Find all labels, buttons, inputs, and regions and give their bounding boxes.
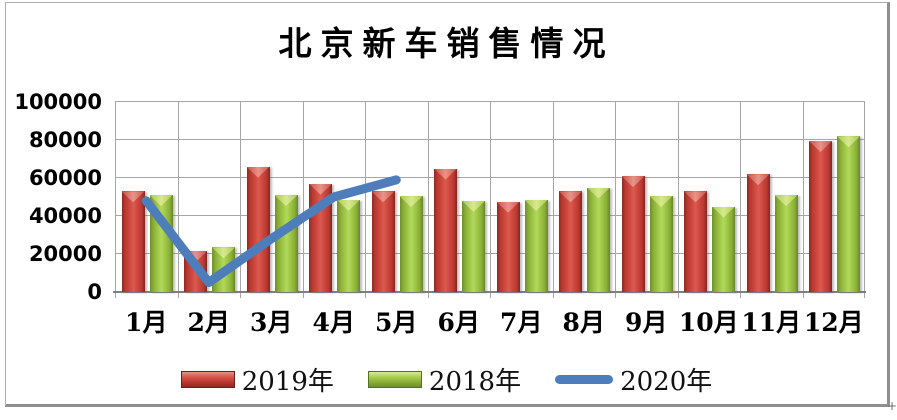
legend-item-2018年: 2018年: [367, 361, 522, 398]
y-tick-label-100000: 100000: [14, 90, 102, 114]
legend: 2019年 2018年 2020年: [6, 361, 887, 398]
x-label-5月: 5月: [375, 308, 418, 337]
bar-2018年-11月: [774, 195, 798, 292]
gridline-horizontal: [115, 101, 865, 102]
gridline-vertical: [177, 102, 179, 298]
x-label-4月: 4月: [312, 308, 355, 337]
x-label-1月: 1月: [125, 308, 168, 337]
bar-2019年-9月: [621, 176, 645, 292]
y-tick-label-80000: 80000: [28, 128, 102, 152]
resize-handle-icon[interactable]: +: [887, 399, 897, 413]
y-axis: 0 20000 40000 60000 80000 100000: [6, 90, 102, 304]
bar-2018年-7月: [524, 199, 548, 292]
sales-line: [141, 175, 401, 287]
gridline-vertical: [115, 102, 116, 298]
gridline-vertical: [864, 102, 865, 298]
bar-2018年-8月: [587, 187, 610, 292]
legend-label-2020年: 2020年: [620, 367, 713, 397]
plot-area: [113, 101, 866, 298]
gridline-vertical: [552, 102, 554, 298]
bar-2018年-9月: [649, 196, 673, 292]
bar-2018年-4月: [337, 199, 360, 292]
x-axis-line: [113, 291, 866, 293]
bar-2019年-8月: [559, 191, 582, 292]
legend-swatch-2019年: [180, 371, 235, 388]
bar-2019年-10月: [684, 191, 707, 292]
x-label-7月: 7月: [500, 308, 543, 337]
gridline-vertical: [802, 102, 804, 298]
gridline-vertical: [677, 102, 679, 298]
legend-label-2019年: 2019年: [241, 367, 334, 397]
bar-2019年-1月: [121, 191, 145, 292]
gridline-vertical: [615, 102, 616, 298]
chart-object-frame[interactable]: 北京新车销售情况 0 20000 40000 60000 80000 100000 1月 2…: [5, 2, 890, 407]
x-label-3月: 3月: [250, 308, 293, 337]
chart-title: 北京新车销售情况: [278, 24, 615, 63]
bar-2019年-6月: [434, 168, 457, 292]
bar-2019年-12月: [809, 140, 832, 292]
x-label-12月: 12月: [803, 308, 864, 337]
bar-2018年-5月: [399, 196, 423, 292]
bar-2018年-3月: [274, 195, 298, 292]
gridline-horizontal: [115, 177, 865, 178]
gridline-vertical: [490, 102, 491, 298]
legend-swatch-2018年: [367, 371, 422, 388]
y-tick-label-40000: 40000: [28, 204, 102, 228]
y-tick-label-60000: 60000: [28, 166, 102, 190]
gridline-vertical: [240, 102, 241, 298]
bar-2019年-3月: [246, 166, 270, 292]
line-series-2020年: [141, 175, 401, 287]
x-label-9月: 9月: [625, 308, 668, 337]
legend-item-2020年: 2020年: [555, 361, 712, 398]
x-label-11月: 11月: [741, 308, 802, 337]
bar-2019年-5月: [371, 191, 395, 292]
bar-2019年-11月: [746, 174, 770, 292]
legend-label-2018年: 2018年: [428, 367, 522, 397]
x-label-6月: 6月: [437, 308, 480, 337]
x-label-2月: 2月: [187, 308, 230, 337]
bar-2018年-6月: [462, 200, 485, 292]
gridline-vertical: [740, 102, 741, 298]
gridline-vertical: [427, 102, 429, 298]
y-tick-label-0: 0: [87, 280, 102, 304]
x-label-8月: 8月: [562, 308, 605, 337]
gridline-horizontal: [115, 215, 865, 216]
bar-2018年-12月: [837, 136, 860, 292]
gridline-horizontal: [115, 253, 865, 254]
bar-2018年-10月: [712, 206, 735, 292]
x-axis: 1月 2月 3月 4月 5月 6月 7月 8月 9月 10月 11月 12月: [115, 307, 865, 339]
gridline-horizontal: [115, 139, 865, 140]
bar-2019年-7月: [496, 201, 520, 292]
legend-item-2019年: 2019年: [180, 361, 334, 398]
y-tick-label-20000: 20000: [28, 242, 102, 266]
x-label-10月: 10月: [678, 308, 739, 337]
gridline-vertical: [302, 102, 304, 298]
gridline-vertical: [365, 102, 366, 298]
legend-swatch-2020年: [555, 375, 614, 384]
